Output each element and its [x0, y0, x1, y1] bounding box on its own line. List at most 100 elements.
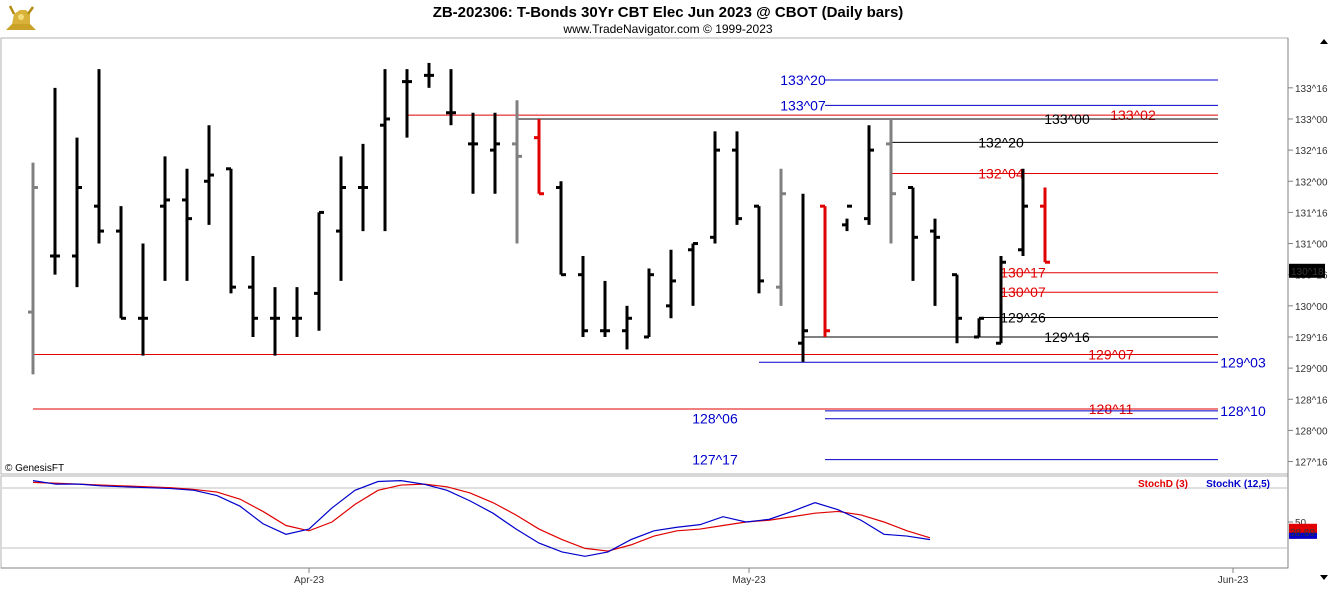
ohlc-bar: [732, 131, 742, 225]
ohlc-bar: [94, 69, 104, 244]
stoch-last-label: 38.89: [1290, 528, 1315, 539]
y-tick-label: 129^16: [1295, 333, 1328, 344]
stoch-tick-label: 50: [1295, 518, 1307, 529]
y-tick-label: 131^16: [1295, 208, 1328, 219]
ohlc-bar: [402, 69, 412, 138]
ohlc-bar: [754, 204, 764, 294]
ohlc-bar: [578, 256, 588, 337]
ohlc-bar: [666, 249, 676, 319]
x-tick-label: May-23: [732, 575, 766, 586]
ohlc-bar: [512, 100, 522, 244]
ohlc-bar: [270, 287, 280, 356]
y-tick-label: 131^00: [1295, 240, 1328, 251]
ohlc-bar: [974, 316, 984, 339]
last-price-marker: 130^18: [1289, 263, 1325, 278]
chart-title: ZB-202306: T-Bonds 30Yr CBT Elec Jun 202…: [433, 4, 904, 21]
level-label: 127^17: [692, 452, 738, 468]
ohlc-bar: [710, 131, 720, 244]
ohlc-bar: [292, 287, 302, 337]
scroll-down-icon: [1320, 575, 1328, 580]
level-label: 129^16: [1044, 329, 1090, 345]
ohlc-bar: [116, 206, 126, 320]
ohlc-bar: [468, 112, 478, 194]
ohlc-bar: [600, 280, 610, 337]
y-tick-label: 127^16: [1295, 458, 1328, 469]
ohlc-bar: [952, 273, 962, 344]
y-tick-label: 128^16: [1295, 395, 1328, 406]
stoch-series-0: [32, 481, 931, 552]
ohlc-bar: [380, 69, 390, 232]
y-tick-label: 128^00: [1295, 426, 1328, 437]
ohlc-bar: [424, 62, 434, 88]
ohlc-bar: [72, 137, 82, 288]
level-label: 129^07: [1088, 346, 1134, 362]
level-label: 130^07: [1000, 284, 1046, 300]
level-label: 133^00: [1044, 111, 1090, 127]
x-tick-label: Apr-23: [294, 575, 324, 586]
last-price-label: 130^18: [1291, 267, 1324, 278]
level-label: 128^10: [1220, 403, 1266, 419]
stochastic-lines: [32, 480, 931, 557]
ohlc-bar: [1040, 187, 1050, 264]
last-price-box: [1289, 263, 1325, 278]
y-tick-label: 132^16: [1295, 146, 1328, 157]
golden-bull-logo-icon: [6, 5, 36, 30]
ohlc-bar: [226, 167, 236, 294]
stoch-series-1: [32, 480, 931, 557]
ohlc-bar: [204, 125, 214, 225]
level-label: 129^26: [1000, 310, 1046, 326]
ohlc-bar: [842, 204, 852, 232]
ohlc-bar: [534, 118, 544, 196]
stoch-last-box-k: [1289, 532, 1317, 539]
ohlc-bar: [908, 185, 918, 281]
ohlc-bar: [336, 156, 346, 281]
ohlc-bar: [160, 156, 170, 281]
y-tick-label: 132^00: [1295, 177, 1328, 188]
ohlc-bar: [644, 268, 654, 339]
level-label: 128^11: [1089, 401, 1134, 417]
scroll-up-icon: [1320, 39, 1328, 44]
ohlc-bar: [798, 193, 808, 362]
level-label: 129^03: [1220, 354, 1266, 370]
level-label: 132^20: [978, 134, 1024, 150]
level-label: 133^02: [1110, 107, 1156, 123]
legend-stochK: StochK (12,5): [1206, 479, 1270, 490]
y-tick-label: 129^00: [1295, 364, 1328, 375]
ohlc-bar: [776, 168, 786, 306]
ohlc-bar: [28, 162, 38, 375]
ohlc-bar: [314, 210, 324, 331]
ohlc-bar: [996, 256, 1006, 345]
ohlc-bars: [28, 62, 1050, 375]
legend-stochD: StochD (3): [1138, 479, 1188, 490]
ohlc-bar: [930, 218, 940, 306]
ohlc-bar: [688, 242, 698, 306]
level-label: 133^20: [780, 72, 826, 88]
level-lines: 133^20 133^07 133^02 133^00 132^20 132^04 130^…: [33, 72, 1266, 468]
level-label: 132^04: [978, 165, 1024, 181]
ohlc-bar: [138, 243, 148, 356]
ohlc-bar: [886, 118, 896, 244]
chart-subtitle: www.TradeNavigator.com © 1999-2023: [562, 22, 772, 36]
level-label: 130^17: [1000, 265, 1046, 281]
ohlc-bar: [248, 256, 258, 337]
ohlc-bar: [446, 69, 456, 126]
ohlc-bar: [1018, 168, 1028, 256]
ohlc-bar: [556, 181, 566, 277]
ohlc-bar: [864, 125, 874, 225]
ohlc-bar: [820, 204, 830, 337]
ohlc-bar: [622, 305, 632, 350]
y-tick-label: 133^00: [1295, 115, 1328, 126]
x-axis: Apr-23 May-23 Jun-23: [1, 567, 1288, 586]
ohlc-bar: [490, 112, 500, 194]
level-label: 128^06: [692, 411, 738, 427]
logo: [6, 5, 36, 30]
x-tick-label: Jun-23: [1218, 575, 1249, 586]
ohlc-bar: [358, 143, 368, 232]
watermark: © GenesisFT: [5, 463, 64, 474]
ohlc-bar: [50, 87, 60, 275]
y-tick-label: 130^00: [1295, 302, 1328, 313]
ohlc-bar: [182, 168, 192, 281]
price-y-axis: 127^16 128^00 128^16 129^00 129^16 130^00 130^…: [1288, 39, 1328, 580]
